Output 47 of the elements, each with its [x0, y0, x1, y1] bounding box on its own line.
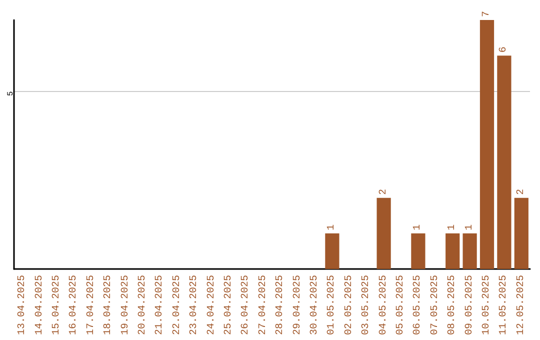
x-tick-label: 07.05.2025	[430, 275, 441, 336]
x-tick-label: 29.04.2025	[292, 275, 304, 336]
bar	[480, 20, 494, 269]
x-tick-label: 16.04.2025	[68, 275, 80, 336]
bar	[446, 233, 460, 269]
x-tick-label: 26.04.2025	[240, 275, 252, 336]
x-tick-label: 03.05.2025	[361, 275, 372, 336]
x-tick-label: 06.05.2025	[412, 275, 424, 336]
x-tick-label: 08.05.2025	[447, 275, 458, 336]
x-tick-label: 13.04.2025	[17, 275, 28, 336]
data-label: 1	[447, 224, 458, 230]
x-tick-label: 12.05.2025	[516, 275, 527, 336]
x-tick-label: 27.04.2025	[258, 275, 269, 336]
x-tick-label: 09.05.2025	[464, 275, 476, 336]
x-tick-label: 11.05.2025	[498, 275, 510, 336]
bar	[514, 198, 528, 269]
bar	[497, 56, 512, 269]
data-label: 1	[464, 224, 476, 230]
data-label: 1	[412, 224, 424, 230]
x-tick-label: 05.05.2025	[396, 275, 406, 336]
bar	[411, 233, 426, 269]
x-tick-label: 02.05.2025	[344, 275, 355, 336]
x-tick-label: 24.04.2025	[206, 275, 218, 336]
bar	[376, 198, 391, 269]
x-tick-label: 25.04.2025	[224, 275, 234, 336]
data-label: 2	[378, 188, 390, 195]
data-label: 2	[516, 188, 527, 195]
x-tick-label: 10.05.2025	[482, 275, 492, 336]
x-tick-label: 30.04.2025	[310, 275, 320, 336]
x-tick-label: 04.05.2025	[378, 275, 390, 336]
ref-line-label: 5	[6, 90, 16, 96]
bar	[462, 233, 477, 269]
data-label: 7	[482, 10, 492, 17]
x-tick-label: 01.05.2025	[326, 275, 338, 336]
x-tick-label: 15.04.2025	[52, 275, 62, 336]
x-tick-label: 14.04.2025	[34, 275, 46, 336]
data-label: 1	[326, 224, 338, 230]
x-tick-label: 21.04.2025	[154, 275, 166, 336]
x-tick-label: 28.04.2025	[275, 275, 286, 336]
bar	[325, 233, 340, 269]
x-tick-label: 17.04.2025	[86, 275, 97, 336]
x-tick-label: 20.04.2025	[138, 275, 148, 336]
x-tick-label: 18.04.2025	[103, 275, 114, 336]
x-tick-label: 23.04.2025	[189, 275, 200, 336]
x-tick-label: 22.04.2025	[172, 275, 183, 336]
data-label: 6	[498, 46, 510, 53]
x-tick-label: 19.04.2025	[120, 275, 132, 336]
